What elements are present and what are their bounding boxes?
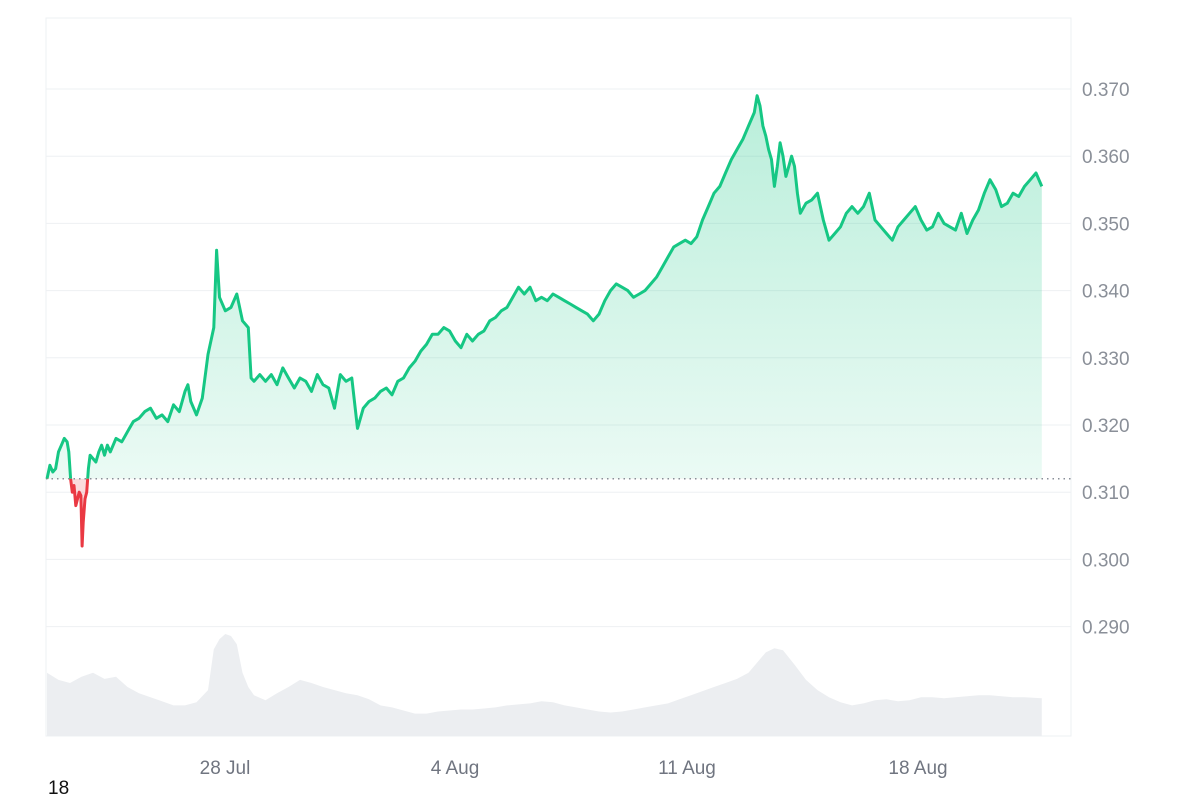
y-tick-label: 0.300 — [1082, 550, 1130, 571]
volume-area-shape — [47, 634, 1042, 736]
y-tick-label: 0.290 — [1082, 618, 1130, 639]
area-above-baseline — [47, 95, 1042, 479]
y-tick-label: 0.330 — [1082, 349, 1130, 370]
x-tick-label: 4 Aug — [431, 758, 480, 779]
volume-area — [47, 634, 1042, 736]
y-tick-label: 0.360 — [1082, 147, 1130, 168]
y-tick-label: 0.340 — [1082, 282, 1130, 303]
y-tick-label: 0.320 — [1082, 416, 1130, 437]
x-tick-label: 11 Aug — [658, 758, 716, 779]
y-tick-label: 0.370 — [1082, 80, 1130, 101]
y-axis-ticks: 0.370 0.360 0.350 0.340 0.330 0.320 0.310 0.300… — [1082, 80, 1130, 639]
price-line-up — [45, 94, 1044, 479]
y-tick-label: 0.310 — [1082, 483, 1130, 504]
x-tick-label: 18 Aug — [888, 758, 947, 779]
x-tick-label: 28 Jul — [200, 758, 251, 779]
y-tick-label: 0.350 — [1082, 214, 1130, 235]
price-line — [45, 94, 1044, 548]
price-area — [47, 95, 1042, 546]
corner-label: 18 — [48, 778, 70, 799]
x-axis-ticks: 28 Jul 4 Aug 11 Aug 18 Aug — [200, 758, 948, 779]
